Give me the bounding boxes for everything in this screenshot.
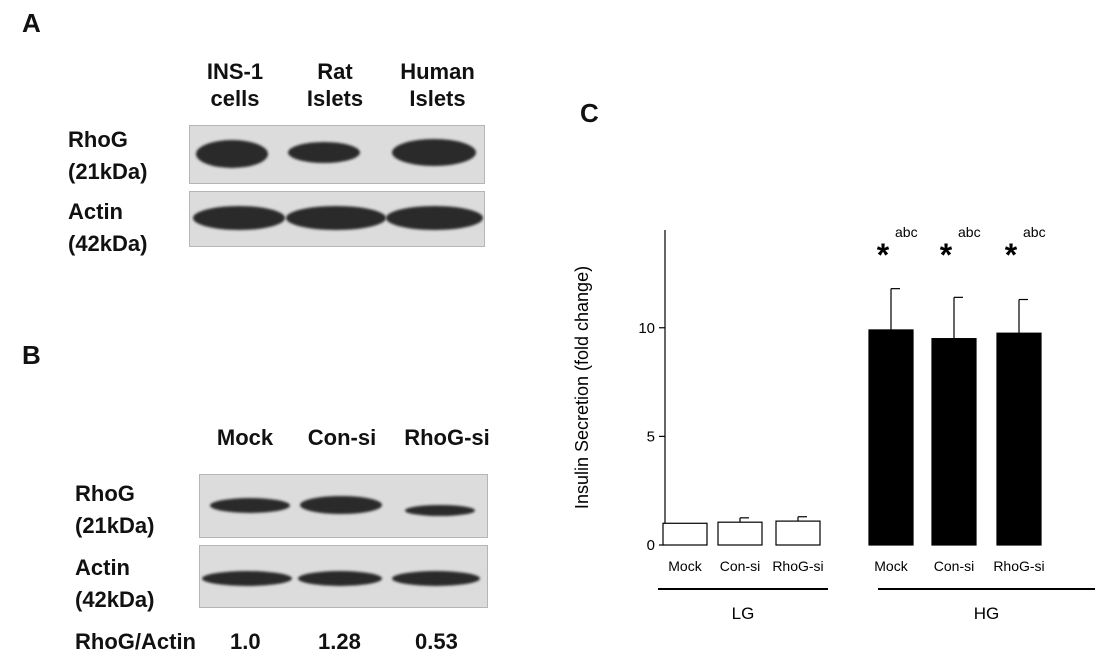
- panel-b-rhog-label: RhoG (21kDa): [75, 478, 154, 542]
- significance-star-1: *: [940, 237, 953, 273]
- panel-a-rhog-label-line2: (21kDa): [68, 159, 148, 184]
- chart-plot-area: 0 5 10 Insulin Secretion (fold change) Mock C…: [572, 224, 1095, 623]
- bar-1: [717, 521, 763, 546]
- panel-a-lane-2-label: Rat Islets: [290, 58, 380, 112]
- significance-letters-1: abc: [958, 224, 981, 240]
- y-axis-title: Insulin Secretion (fold change): [572, 266, 592, 509]
- panel-b-rhog-label-line1: RhoG: [75, 481, 135, 506]
- panel-b-actin-label: Actin (42kDa): [75, 552, 154, 616]
- x-tick-label-1: Con-si: [720, 558, 760, 574]
- panel-a-rhog-band-3: [392, 139, 476, 166]
- panel-b-rhog-blot: [199, 474, 488, 538]
- panel-a-rhog-band-1: [196, 140, 268, 168]
- bar-0: [662, 522, 708, 546]
- bar-3: [868, 329, 914, 546]
- x-tick-label-2: RhoG-si: [772, 558, 823, 574]
- panel-a-actin-band-3: [386, 206, 483, 230]
- panel-b-rhog-band-3: [405, 505, 475, 516]
- panel-b-lane-1-label: Mock: [216, 425, 274, 450]
- panel-a-rhog-label-line1: RhoG: [68, 127, 128, 152]
- panel-b-actin-label-line1: Actin: [75, 555, 130, 580]
- panel-a-actin-label-line2: (42kDa): [68, 231, 148, 256]
- y-tick-label-2: 10: [638, 320, 655, 337]
- y-tick-label-1: 5: [647, 428, 655, 445]
- panel-b-actin-blot: [199, 545, 488, 608]
- panel-a-actin-label: Actin (42kDa): [68, 196, 147, 260]
- y-tick-label-0: 0: [647, 537, 655, 554]
- significance-star-0: *: [877, 237, 890, 273]
- panel-a-actin-blot: [189, 191, 485, 247]
- significance-star-2: *: [1005, 237, 1018, 273]
- panel-b-rhog-band-2: [300, 496, 382, 514]
- x-tick-label-3: Mock: [874, 558, 908, 574]
- bar-5: [996, 332, 1042, 546]
- ratio-value-mock: 1.0: [230, 629, 261, 654]
- panel-b-letter: B: [22, 340, 41, 370]
- panel-a-actin-label-line1: Actin: [68, 199, 123, 224]
- panel-a-rhog-label: RhoG (21kDa): [68, 124, 147, 188]
- bar-4: [931, 338, 977, 546]
- x-tick-label-4: Con-si: [934, 558, 974, 574]
- ratio-value-con-si: 1.28: [318, 629, 361, 654]
- panel-a-actin-band-2: [286, 206, 386, 230]
- significance-letters-0: abc: [895, 224, 918, 240]
- panel-a-lane-1-line1: INS-1: [206, 59, 264, 84]
- panel-a-lane-1-label: INS-1 cells: [190, 58, 280, 112]
- panel-a-lane-3-line2: Islets: [409, 86, 466, 111]
- panel-a-lane-3-line1: Human: [400, 59, 475, 84]
- panel-b-rhog-label-line2: (21kDa): [75, 513, 155, 538]
- panel-a-actin-band-1: [193, 206, 285, 230]
- panel-b-actin-band-1: [202, 571, 292, 586]
- panel-a-letter: A: [22, 8, 41, 38]
- panel-a-lane-1-line2: cells: [210, 86, 260, 111]
- panel-b-actin-label-line2: (42kDa): [75, 587, 155, 612]
- ratio-value-rhog-si: 0.53: [415, 629, 458, 654]
- panel-a-lane-2-line2: Islets: [306, 86, 364, 111]
- panel-a-rhog-band-2: [288, 142, 360, 163]
- panel-b-lane-2-label: Con-si: [307, 425, 377, 450]
- ratio-label: RhoG/Actin: [75, 629, 196, 654]
- bar-2: [775, 520, 821, 546]
- panel-b-actin-band-2: [298, 571, 382, 586]
- insulin-secretion-chart: 0 5 10 Insulin Secretion (fold change) Mock C…: [572, 224, 1095, 623]
- panel-a-lane-2-line1: Rat: [317, 59, 353, 84]
- panel-b-rhog-band-1: [210, 498, 290, 513]
- panel-c-letter: C: [580, 98, 599, 128]
- group-label-lg: LG: [732, 604, 755, 623]
- panel-b-lane-3-label: RhoG-si: [404, 425, 490, 450]
- group-label-hg: HG: [974, 604, 1000, 623]
- panel-a-lane-3-label: Human Islets: [385, 58, 490, 112]
- x-tick-label-5: RhoG-si: [993, 558, 1044, 574]
- panel-b-actin-band-3: [392, 571, 480, 586]
- x-tick-label-0: Mock: [668, 558, 702, 574]
- panel-a-rhog-blot: [189, 125, 485, 184]
- significance-letters-2: abc: [1023, 224, 1046, 240]
